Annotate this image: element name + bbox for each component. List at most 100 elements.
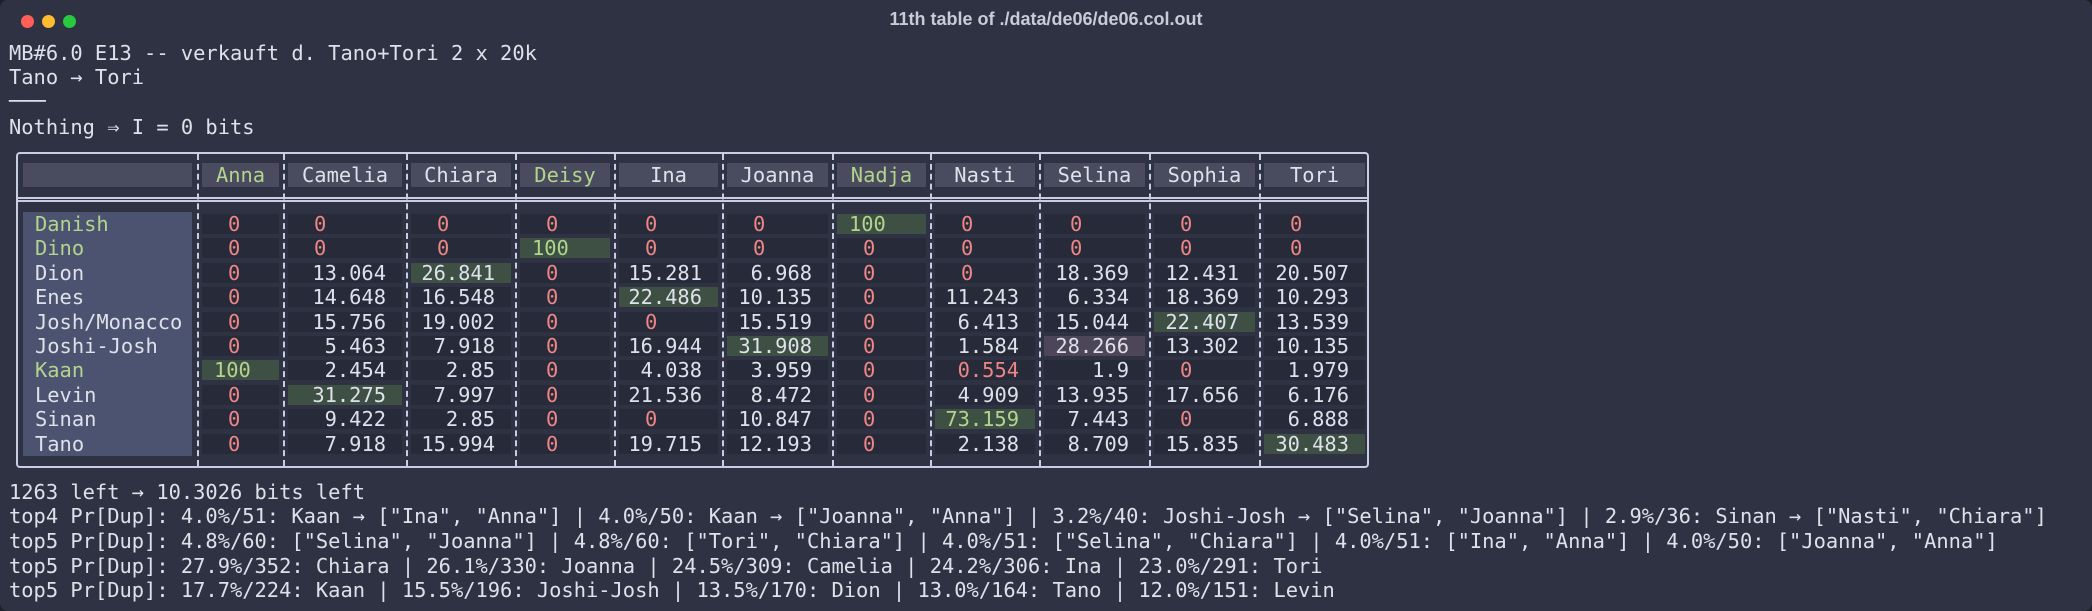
cell-bg xyxy=(1264,336,1365,356)
row-label: Dion xyxy=(35,260,85,285)
cell-bg xyxy=(619,287,718,308)
cell-value: 9.422 xyxy=(324,407,386,432)
window-title: 11th table of ./data/de06/de06.col.out xyxy=(889,9,1203,29)
cell-bg xyxy=(727,384,828,405)
cell-value: 100 xyxy=(532,236,569,261)
cell-value: 0 xyxy=(228,212,241,236)
cell-bg xyxy=(520,336,610,356)
cell-value: 7.918 xyxy=(324,431,386,456)
cell-value: 10.293 xyxy=(1275,285,1349,310)
cell-value: 18.369 xyxy=(1165,285,1239,310)
column-header: Ina xyxy=(619,163,718,187)
column-divider xyxy=(197,154,199,466)
cell-value: 7.443 xyxy=(1067,407,1129,432)
cell-value: 0 xyxy=(1180,236,1193,261)
cell-bg xyxy=(288,409,402,430)
cell-bg xyxy=(1044,336,1145,356)
text-line: top5 Pr[Dup]: 17.7%/224: Kaan | 15.5%/19… xyxy=(9,578,1335,602)
column-header: Tori xyxy=(1264,163,1365,187)
cell-bg xyxy=(288,214,402,234)
cell-bg xyxy=(288,360,402,381)
cell-bg xyxy=(1044,360,1145,381)
cell-bg xyxy=(411,287,511,308)
cell-bg xyxy=(288,287,402,308)
cell-value: 0 xyxy=(228,407,241,432)
cell-value: 31.275 xyxy=(312,382,386,407)
column-divider xyxy=(283,154,285,466)
cell-value: 100 xyxy=(849,212,886,236)
cell-bg xyxy=(619,214,718,234)
cell-bg xyxy=(1154,311,1255,332)
cell-bg xyxy=(411,238,511,259)
cell-bg xyxy=(520,238,610,259)
row-label-column xyxy=(23,212,192,456)
column-divider xyxy=(722,154,724,466)
cell-value: 0 xyxy=(863,431,876,456)
cell-bg xyxy=(1264,360,1365,381)
text-line: Tano → Tori xyxy=(9,65,145,89)
cell-value: 31.908 xyxy=(738,334,812,358)
maximize-button[interactable] xyxy=(63,15,76,28)
cell-value: 0 xyxy=(546,309,559,334)
cell-value: 12.431 xyxy=(1165,260,1239,285)
cell-value: 13.302 xyxy=(1165,334,1239,358)
column-divider xyxy=(1149,154,1151,466)
cell-value: 15.835 xyxy=(1165,431,1239,456)
cell-bg xyxy=(837,384,926,405)
cell-value: 0 xyxy=(228,285,241,310)
cell-bg xyxy=(1154,262,1255,283)
cell-value: 7.997 xyxy=(433,382,495,407)
cell-value: 17.656 xyxy=(1165,382,1239,407)
cell-value: 0 xyxy=(228,309,241,334)
cell-bg xyxy=(288,433,402,454)
cell-value: 4.038 xyxy=(640,358,702,383)
row-label: Joshi-Josh xyxy=(35,334,158,358)
close-button[interactable] xyxy=(21,15,34,28)
cell-bg xyxy=(619,336,718,356)
cell-value: 0 xyxy=(645,309,658,334)
cell-bg xyxy=(1264,214,1365,234)
cell-bg xyxy=(520,311,610,332)
cell-value: 0 xyxy=(961,236,974,261)
cell-value: 0 xyxy=(863,358,876,383)
cell-value: 2.138 xyxy=(957,431,1019,456)
cell-value: 1.584 xyxy=(957,334,1019,358)
cell-value: 0 xyxy=(863,382,876,407)
cell-bg xyxy=(1044,287,1145,308)
cell-bg xyxy=(619,262,718,283)
cell-bg xyxy=(727,336,828,356)
cell-value: 0 xyxy=(228,431,241,456)
text-line: top5 Pr[Dup]: 27.9%/352: Chiara | 26.1%/… xyxy=(9,554,1323,578)
cell-value: 6.176 xyxy=(1287,382,1349,407)
cell-value: 0 xyxy=(753,236,766,261)
cell-bg xyxy=(935,384,1035,405)
cell-bg xyxy=(1264,287,1365,308)
cell-value: 21.536 xyxy=(628,382,702,407)
cell-bg xyxy=(520,360,610,381)
cell-value: 0 xyxy=(753,212,766,236)
cell-bg xyxy=(837,433,926,454)
text-line: MB#6.0 E13 -- verkauft d. Tano+Tori 2 x … xyxy=(9,41,537,65)
cell-value: 0 xyxy=(1070,236,1083,261)
cell-value: 28.266 xyxy=(1055,334,1129,358)
cell-value: 0 xyxy=(1180,358,1193,383)
text-line: ─── xyxy=(9,89,46,113)
cell-bg xyxy=(619,384,718,405)
column-header: Nasti xyxy=(935,163,1035,187)
cell-value: 0 xyxy=(645,236,658,261)
minimize-button[interactable] xyxy=(42,15,55,28)
cell-bg xyxy=(202,384,279,405)
cell-value: 0 xyxy=(546,260,559,285)
cell-value: 6.888 xyxy=(1287,407,1349,432)
cell-bg xyxy=(1044,409,1145,430)
table-border xyxy=(16,152,1369,468)
cell-value: 1.9 xyxy=(1092,358,1129,383)
cell-value: 15.994 xyxy=(421,431,495,456)
cell-value: 0 xyxy=(546,212,559,236)
cell-value: 0 xyxy=(314,212,327,236)
cell-bg xyxy=(288,311,402,332)
cell-value: 0 xyxy=(961,260,974,285)
cell-value: 13.935 xyxy=(1055,382,1129,407)
row-label: Danish xyxy=(35,212,109,236)
cell-value: 100 xyxy=(214,358,251,383)
